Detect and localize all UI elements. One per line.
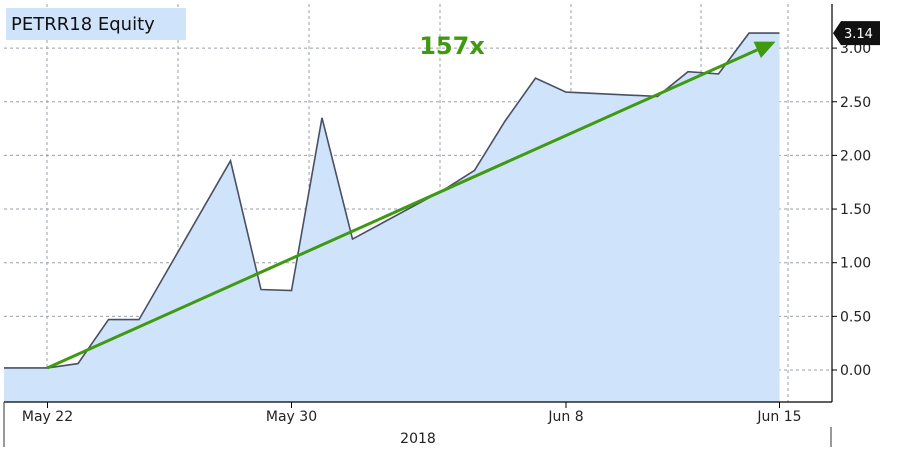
y-tick-label: 0.00 xyxy=(840,363,871,379)
series-line xyxy=(4,32,780,369)
trend-arrowhead xyxy=(753,41,776,59)
last-value-badge: 3.14 xyxy=(833,21,880,46)
y-tick-label: 1.50 xyxy=(840,202,871,218)
y-tick-label: 1.00 xyxy=(840,256,871,272)
last-value-label: 3.14 xyxy=(844,27,873,42)
growth-annotation: 157x xyxy=(419,32,485,60)
x-axis-year-label: 2018 xyxy=(400,431,436,447)
x-tick-label: May 22 xyxy=(22,409,73,425)
chart-title: PETRR18 Equity xyxy=(11,14,155,35)
x-tick-label: Jun 15 xyxy=(756,409,801,425)
chart-title-background xyxy=(6,8,186,40)
x-tick-label: Jun 8 xyxy=(547,409,583,425)
y-tick-label: 0.50 xyxy=(840,309,871,325)
y-tick-label: 2.00 xyxy=(840,148,871,164)
last-value-badge-shape xyxy=(833,21,880,46)
x-tick-label: May 30 xyxy=(266,409,317,425)
chart-title-box: PETRR18 Equity xyxy=(6,8,186,40)
trend-line xyxy=(46,48,758,370)
x-ticks: May 22 May 30 Jun 8 Jun 15 xyxy=(3,402,832,447)
y-ticks: 0.00 0.50 1.00 1.50 2.00 2.50 3.00 xyxy=(832,41,871,379)
y-tick-label: 3.00 xyxy=(840,41,871,57)
y-tick-label: 2.50 xyxy=(840,95,871,111)
